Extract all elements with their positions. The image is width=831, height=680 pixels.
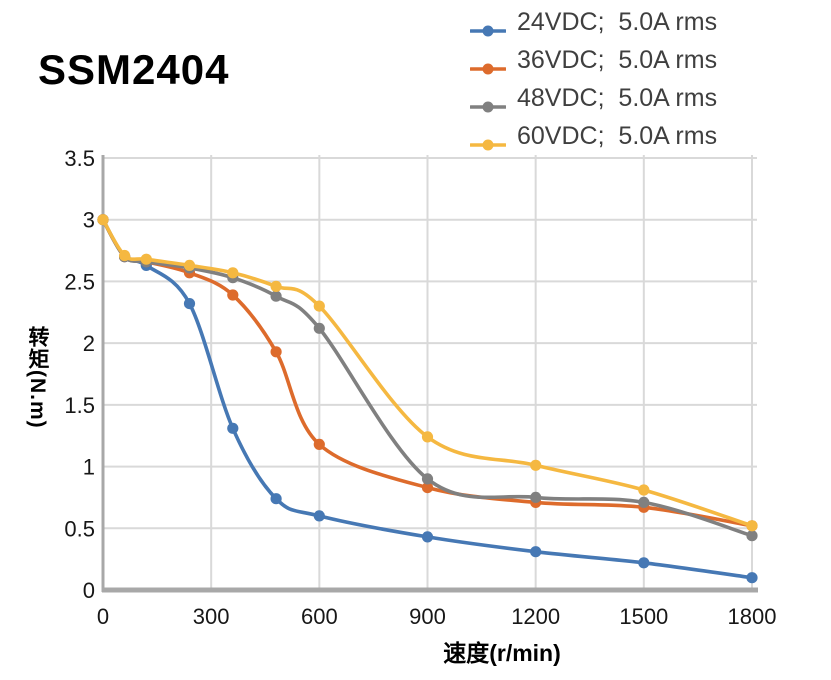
series-point (421, 531, 434, 543)
y-axis-title: 转矩(N.m) (26, 326, 49, 429)
series-point (97, 214, 109, 226)
series-point (119, 249, 131, 262)
y-tick-label: 3 (83, 208, 95, 233)
legend-item-48vdc: 48VDC; 5.0A rms (470, 79, 717, 117)
y-tick-label: 2.5 (64, 269, 95, 294)
series-point (530, 459, 542, 471)
legend-item-36vdc: 36VDC; 5.0A rms (470, 41, 717, 79)
y-tick-label: 2 (83, 331, 95, 356)
series-point (421, 431, 434, 443)
x-axis-title: 速度(r/min) (443, 640, 561, 666)
y-tick-label: 1.5 (64, 393, 95, 418)
series-point (421, 482, 434, 494)
y-tick-label: 0.5 (64, 516, 95, 541)
series-point (227, 289, 239, 301)
legend-label: 48VDC; 5.0A rms (517, 83, 718, 112)
series-point (183, 298, 196, 310)
y-tick-label: 3.5 (64, 146, 95, 171)
legend-label: 60VDC; 5.0A rms (517, 121, 718, 150)
legend-label: 36VDC; 5.0A rms (517, 45, 718, 74)
series-point (270, 290, 282, 302)
series-point (313, 300, 325, 312)
series-point (746, 572, 758, 584)
x-tick-label: 1800 (728, 604, 777, 629)
series-point (183, 259, 196, 271)
series-point (270, 493, 282, 505)
page-title: SSM2404 (38, 46, 230, 93)
x-tick-label: 300 (193, 604, 230, 629)
x-tick-label: 1200 (511, 604, 560, 629)
x-tick-label: 1500 (619, 604, 668, 629)
series-point (530, 491, 542, 503)
series-point (313, 438, 325, 450)
series-point (270, 346, 282, 358)
series-swatch-icon (470, 25, 506, 37)
series-point (313, 322, 325, 334)
series-point (270, 280, 282, 292)
series-point (638, 496, 650, 508)
x-tick-label: 900 (409, 604, 446, 629)
series-point (530, 546, 542, 558)
series-swatch-icon (470, 63, 506, 75)
series-point (227, 267, 239, 279)
series-point (227, 422, 239, 434)
series-point (638, 484, 650, 496)
x-tick-label: 600 (301, 604, 338, 629)
series-point (313, 510, 325, 522)
series-point (746, 520, 758, 532)
y-tick-label: 0 (83, 578, 95, 603)
series-point (638, 557, 650, 569)
legend-label: 24VDC; 5.0A rms (517, 7, 718, 36)
series-point (140, 253, 152, 265)
series-point (421, 473, 434, 485)
series-swatch-icon (470, 101, 506, 113)
legend-item-24vdc: 24VDC; 5.0A rms (470, 3, 717, 41)
series-point (746, 530, 758, 542)
legend: 24VDC; 5.0A rms 36VDC; 5.0A rms 48VDC; 5… (470, 3, 717, 155)
legend-item-60vdc: 60VDC; 5.0A rms (470, 117, 717, 155)
x-tick-label: 0 (97, 604, 109, 629)
y-tick-label: 1 (83, 455, 95, 480)
series-swatch-icon (470, 139, 506, 151)
